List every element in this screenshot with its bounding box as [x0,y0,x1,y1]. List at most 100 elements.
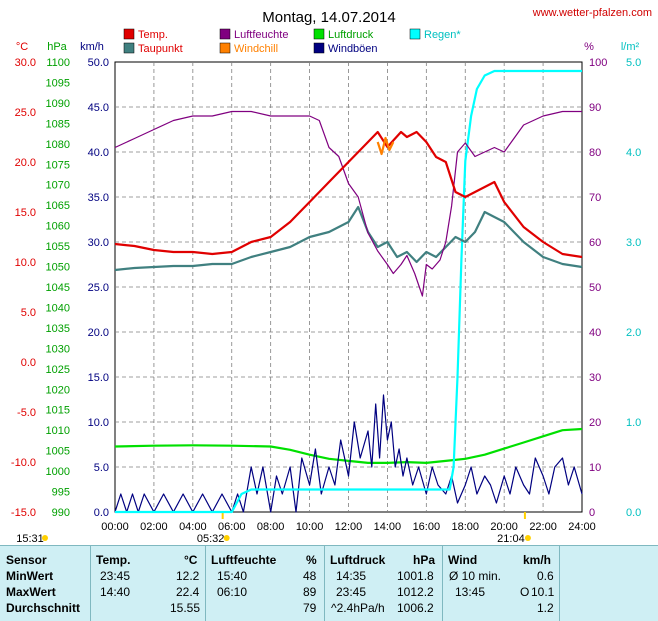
wind-tick-label: 45.0 [88,102,109,114]
temp-tick-label: -5.0 [17,407,36,419]
humidity-tick-label: 0 [589,507,595,519]
header-wind: Wind [448,553,478,567]
x-tick-label: 16:00 [413,521,441,533]
pressure-tick-label: 1050 [46,262,70,274]
x-tick-label: 10:00 [296,521,324,533]
rain-tick-label: 1.0 [626,417,641,429]
x-tick-label: 20:00 [490,521,518,533]
sunset-label: 21:04 [497,533,525,545]
humidity-tick-label: 40 [589,327,601,339]
header-humidity: Luftfeuchte [211,553,277,567]
legend-swatch [123,42,135,54]
row-label-avg: Durchschnitt [6,601,81,615]
pressure-tick-label: 1060 [46,221,70,233]
header-sensor: Sensor [6,553,47,567]
humidity-tick-label: 30 [589,372,601,384]
pressure-tick-label: 1080 [46,139,70,151]
legend-label: Windböen [328,43,378,55]
site-link[interactable]: www.wetter-pfalzen.com [532,7,652,19]
wind-tick-label: 25.0 [88,282,109,294]
header-humidity-unit: % [306,553,317,567]
legend-swatch [313,42,325,54]
series-line-luftdruck [114,427,583,464]
rain-tick-label: 5.0 [626,57,641,69]
min-wind-label: Ø 10 min. [449,569,502,583]
avg-humidity-value: 79 [303,601,317,615]
wind-tick-label: 30.0 [88,237,109,249]
weather-chart: Montag, 14.07.2014 Temp. Luftfeuchte Luftdr… [11,9,641,545]
x-tick-label: 24:00 [568,521,596,533]
humidity-tick-label: 20 [589,417,601,429]
pressure-tick-label: 995 [52,487,70,499]
column-divider [90,546,91,621]
min-wind-value: 0.6 [537,569,554,583]
sun-icon [223,535,230,541]
chart-title: Montag, 14.07.2014 [262,9,395,26]
legend-label: Windchill [234,43,278,55]
header-temp: Temp. [96,553,131,567]
legend-swatch [409,28,421,40]
pressure-trend: ^2.4hPa/h [331,601,385,615]
max-humidity-time: 06:10 [217,585,248,599]
header-temp-unit: °C [184,553,198,567]
temp-tick-label: 15.0 [15,207,36,219]
temp-tick-label: 5.0 [21,307,36,319]
wind-tick-label: 10.0 [88,417,109,429]
max-humidity-value: 89 [303,585,317,599]
pressure-tick-label: 1055 [46,241,70,253]
series-line-temp [114,130,583,259]
legend-swatch [313,28,325,40]
unit-label-pressure: hPa [47,41,67,53]
pressure-tick-label: 1025 [46,364,70,376]
wind-tick-label: 40.0 [88,147,109,159]
pressure-tick-label: 1095 [46,77,70,89]
column-divider [205,546,206,621]
pressure-tick-label: 1085 [46,118,70,130]
temp-tick-label: 20.0 [15,157,36,169]
pressure-tick-label: 1100 [46,57,70,69]
legend-label: Temp. [138,29,168,41]
column-divider [559,546,560,621]
series-line-regen [115,69,582,514]
column-divider [442,546,443,621]
min-temp-value: 12.2 [176,569,200,583]
legend-label: Luftfeuchte [234,29,288,41]
pressure-tick-label: 1010 [46,425,70,437]
humidity-tick-label: 80 [589,147,601,159]
rain-tick-label: 3.0 [626,237,641,249]
column-divider [324,546,325,621]
avg-temp-value: 15.55 [170,601,201,615]
pressure-tick-label: 1045 [46,282,70,294]
max-temp-time: 14:40 [100,585,131,599]
max-pressure-value: 1012.2 [397,585,434,599]
temp-tick-label: 0.0 [21,357,36,369]
unit-label-temp: °C [16,41,28,53]
humidity-tick-label: 90 [589,102,601,114]
pressure-tick-label: 1040 [46,302,70,314]
pressure-tick-label: 1075 [46,159,70,171]
wind-tick-label: 0.0 [94,507,109,519]
temp-tick-label: -15.0 [11,507,36,519]
x-tick-label: 12:00 [335,521,363,533]
pressure-tick-label: 1035 [46,323,70,335]
temp-tick-label: 30.0 [15,57,36,69]
x-tick-label: 06:00 [218,521,246,533]
legend-swatch [219,28,231,40]
pressure-tick-label: 1000 [46,466,70,478]
series-line-windchill [376,136,395,156]
pressure-tick-label: 1070 [46,180,70,192]
temp-tick-label: 25.0 [15,107,36,119]
pressure-tick-label: 1015 [46,405,70,417]
x-tick-label: 02:00 [140,521,168,533]
row-label-min: MinWert [6,569,54,583]
avg-wind-value: 1.2 [537,601,554,615]
max-temp-value: 22.4 [176,585,200,599]
unit-label-wind: km/h [80,41,104,53]
wind-tick-label: 20.0 [88,327,109,339]
humidity-tick-label: 60 [589,237,601,249]
sun-icon [524,535,531,541]
wind-tick-label: 50.0 [88,57,109,69]
legend-swatch [123,28,135,40]
humidity-tick-label: 70 [589,192,601,204]
